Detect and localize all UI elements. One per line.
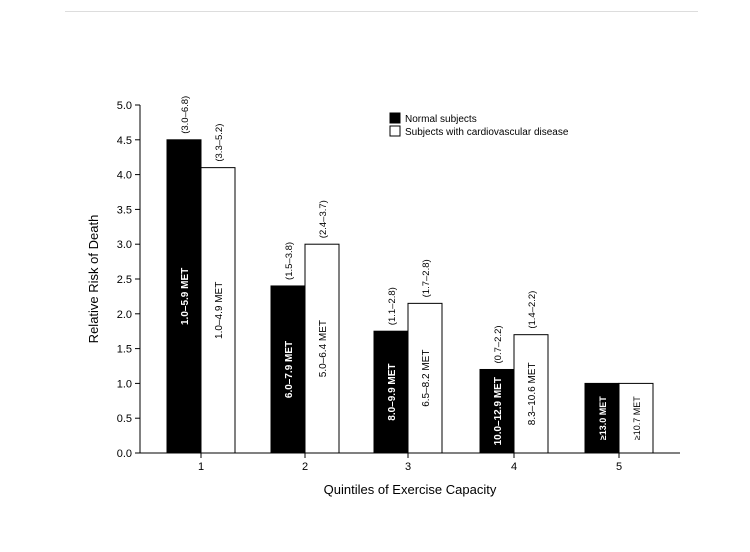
ci-label-normal: (1.1–2.8) (387, 287, 398, 325)
bar-normal (584, 382, 620, 454)
bar-label-cvd: 5.0–6.4 MET (318, 320, 329, 377)
ci-label-normal: (3.0–6.8) (180, 96, 191, 134)
y-tick-label: 4.5 (117, 135, 132, 147)
y-tick-label: 0.0 (117, 448, 132, 460)
ci-label-normal: (0.7–2.2) (493, 325, 504, 363)
x-tick-label: 2 (302, 461, 308, 473)
y-tick-label: 0.5 (117, 413, 132, 425)
ci-label-cvd: (1.7–2.8) (421, 259, 432, 297)
y-tick-label: 1.0 (117, 378, 132, 390)
x-axis-title: Quintiles of Exercise Capacity (324, 482, 497, 497)
x-tick-label: 4 (511, 461, 517, 473)
ci-label-cvd: (1.4–2.2) (527, 291, 538, 329)
bar-label-cvd: 1.0–4.9 MET (214, 282, 225, 339)
y-tick-label: 4.0 (117, 170, 132, 182)
x-tick-label: 5 (616, 461, 622, 473)
bar-label-normal: 10.0–12.9 MET (493, 377, 504, 445)
y-axis-title: Relative Risk of Death (86, 215, 101, 344)
chart-labels: 1.0–5.9 MET (3.0–6.8) 6.0–7.9 MET (1.5–3.8)… (180, 96, 642, 446)
bar-cvd (618, 382, 654, 454)
bar-label-cvd: 6.5–8.2 MET (421, 350, 432, 407)
chart-bars (166, 139, 654, 454)
x-tick-label: 3 (405, 461, 411, 473)
bar-cvd (304, 243, 340, 454)
bar-label-normal: 1.0–5.9 MET (180, 268, 191, 325)
legend-label-cvd: Subjects with cardiovascular disease (405, 127, 569, 138)
legend: Normal subjects Subjects with cardiovasc… (389, 112, 569, 138)
y-tick-label: 2.5 (117, 274, 132, 286)
ci-label-cvd: (2.4–3.7) (318, 200, 329, 238)
bar-normal (479, 368, 515, 454)
legend-swatch-normal (389, 112, 401, 124)
bar-cvd (407, 302, 443, 454)
y-tick-label: 5.0 (117, 100, 132, 112)
bar-normal (270, 285, 306, 454)
bar-label-normal: ≥13.0 MET (598, 396, 608, 440)
bar-cvd (200, 167, 236, 454)
legend-label-normal: Normal subjects (405, 114, 477, 125)
y-tick-label: 2.0 (117, 309, 132, 321)
ci-label-cvd: (3.3–5.2) (214, 124, 225, 162)
y-tick-label: 3.0 (117, 239, 132, 251)
ci-label-normal: (1.5–3.8) (284, 242, 295, 280)
y-tick-label: 3.5 (117, 204, 132, 216)
legend-swatch-cvd (389, 125, 401, 137)
y-tick-label: 1.5 (117, 344, 132, 356)
bar-normal (166, 139, 202, 454)
x-tick-label: 1 (198, 461, 204, 473)
bar-label-normal: 6.0–7.9 MET (284, 341, 295, 398)
bar-cvd (513, 334, 549, 454)
bar-label-normal: 8.0–9.9 MET (387, 363, 398, 420)
bar-label-cvd: ≥10.7 MET (632, 396, 642, 440)
bar-label-cvd: 8.3–10.6 MET (527, 362, 538, 425)
top-divider (65, 11, 698, 12)
